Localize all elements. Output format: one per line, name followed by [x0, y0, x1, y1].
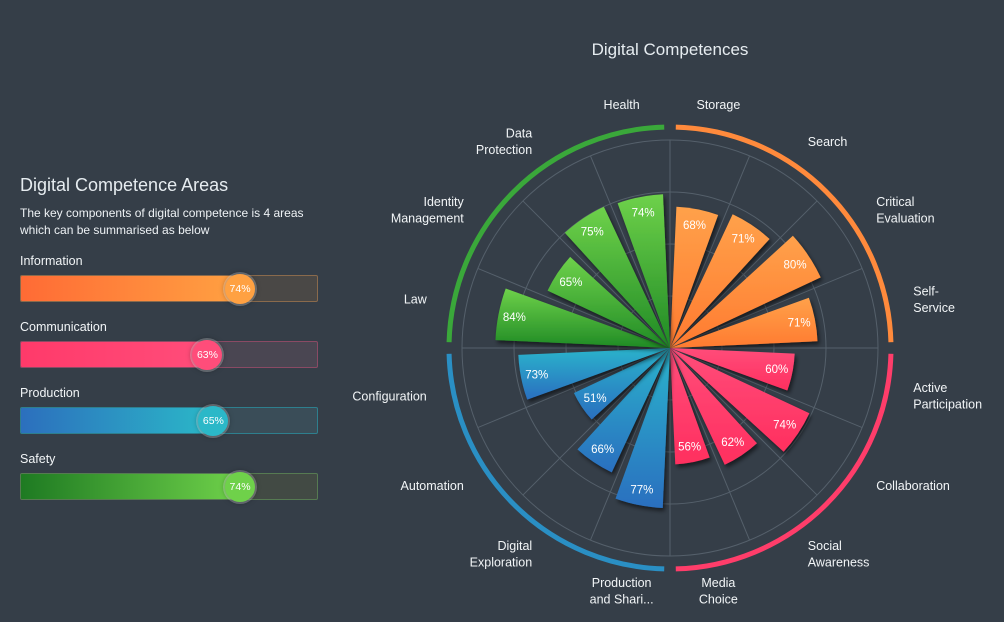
bar-media-choice[interactable] [670, 348, 710, 465]
progress-knob[interactable]: 74% [225, 471, 256, 502]
grid-spoke [589, 155, 671, 349]
grid-spoke [669, 267, 863, 349]
grid-spoke [669, 200, 818, 349]
bar-law[interactable] [495, 288, 670, 348]
group-ring-safety [446, 124, 665, 343]
category-label: Health [604, 98, 640, 112]
progress-knob[interactable]: 74% [225, 273, 256, 304]
panel-description: The key components of digital competence… [20, 206, 304, 237]
progress-track: 74% [20, 273, 318, 304]
bar-health[interactable] [617, 194, 670, 348]
grid-spoke [669, 155, 751, 349]
progress-track: 65% [20, 405, 318, 436]
area-information: Information 74% [20, 254, 320, 320]
category-label: Collaboration [876, 479, 950, 493]
category-label: Search [808, 135, 848, 149]
value-labels: 68% 71% 80% 71% 60% 74% 62% 56% 77% 66% 51% 73% 84% 6… [503, 208, 811, 497]
grid-spoke [669, 347, 863, 429]
grid-spoke [589, 347, 671, 541]
group-rings [446, 124, 894, 572]
value-label: 56% [678, 442, 701, 454]
value-label: 74% [632, 208, 655, 220]
area-label: Communication [20, 320, 107, 334]
group-ring-information [675, 124, 894, 343]
area-label: Safety [20, 452, 56, 466]
area-safety: Safety 74% [20, 452, 320, 518]
category-label: Configuration [352, 389, 426, 403]
area-communication: Communication 63% [20, 320, 320, 386]
category-labels: Storage Search Critical Evaluation Self-Serv… [352, 98, 982, 607]
progress-fill [21, 408, 214, 433]
progress-track: 74% [20, 471, 318, 502]
bar-active-participation[interactable] [670, 348, 795, 391]
value-label: 60% [765, 364, 788, 376]
bar-configuration[interactable] [518, 348, 670, 400]
bar-storage[interactable] [670, 206, 719, 348]
grid-spoke [669, 347, 818, 496]
bar-production-and-shari[interactable] [615, 348, 670, 508]
category-label: Digital Exploration [470, 539, 533, 570]
value-label: 51% [584, 393, 607, 405]
category-label: Data Protection [476, 127, 532, 158]
bar-self-service[interactable] [670, 297, 818, 348]
category-label: Production and Shari... [590, 576, 654, 607]
category-label: Self-Service [913, 284, 955, 315]
value-label: 77% [630, 484, 653, 496]
bar-automation[interactable] [573, 348, 670, 420]
category-label: Active Participation [913, 381, 982, 412]
value-label: 68% [683, 220, 706, 232]
grid-spoke [477, 347, 671, 429]
polar-grid [461, 139, 879, 557]
bar-search[interactable] [670, 214, 770, 348]
value-label: 65% [559, 277, 582, 289]
group-ring-production [446, 353, 665, 572]
panel-title: Digital Competence Areas [20, 175, 229, 195]
bar-collaboration[interactable] [670, 348, 810, 452]
category-label: Media Choice [699, 576, 738, 607]
bar-critical-evaluation[interactable] [670, 235, 821, 348]
value-label: 80% [784, 259, 807, 271]
bars [495, 194, 821, 508]
category-label: Social Awareness [808, 539, 870, 570]
value-label: 71% [732, 234, 755, 246]
grid-spoke [522, 347, 671, 496]
progress-fill [21, 474, 241, 499]
category-label: Identity Management [391, 195, 465, 226]
category-label: Law [404, 293, 428, 307]
value-label: 74% [773, 420, 796, 432]
progress-fill [21, 276, 241, 301]
grid-spoke [669, 347, 751, 541]
grid-spoke [477, 267, 671, 349]
area-label: Information [20, 254, 83, 268]
bar-digital-exploration[interactable] [577, 348, 670, 473]
value-label: 66% [591, 444, 614, 456]
competence-areas-panel: Digital Competence Areas The key compone… [20, 175, 320, 518]
group-ring-communication [675, 353, 894, 572]
progress-knob[interactable]: 65% [198, 405, 229, 436]
area-production: Production 65% [20, 386, 320, 452]
progress-knob[interactable]: 63% [192, 339, 223, 370]
value-label: 62% [721, 437, 744, 449]
grid-spoke [522, 200, 671, 349]
value-label: 84% [503, 312, 526, 324]
value-label: 71% [788, 317, 811, 329]
category-label: Automation [401, 479, 464, 493]
value-label: 75% [581, 227, 604, 239]
bar-identity-management[interactable] [547, 256, 670, 348]
bar-data-protection[interactable] [564, 206, 670, 348]
category-label: Critical Evaluation [876, 195, 934, 226]
bar-social-awareness[interactable] [670, 348, 757, 465]
polar-bar-chart: Digital Competences 68% 71% 80% 71% 60% 74% 62… [352, 40, 982, 607]
chart-title: Digital Competences [592, 40, 749, 59]
area-label: Production [20, 386, 80, 400]
progress-fill [21, 342, 208, 367]
progress-track: 63% [20, 339, 318, 370]
value-label: 73% [525, 370, 548, 382]
category-label: Storage [696, 98, 740, 112]
